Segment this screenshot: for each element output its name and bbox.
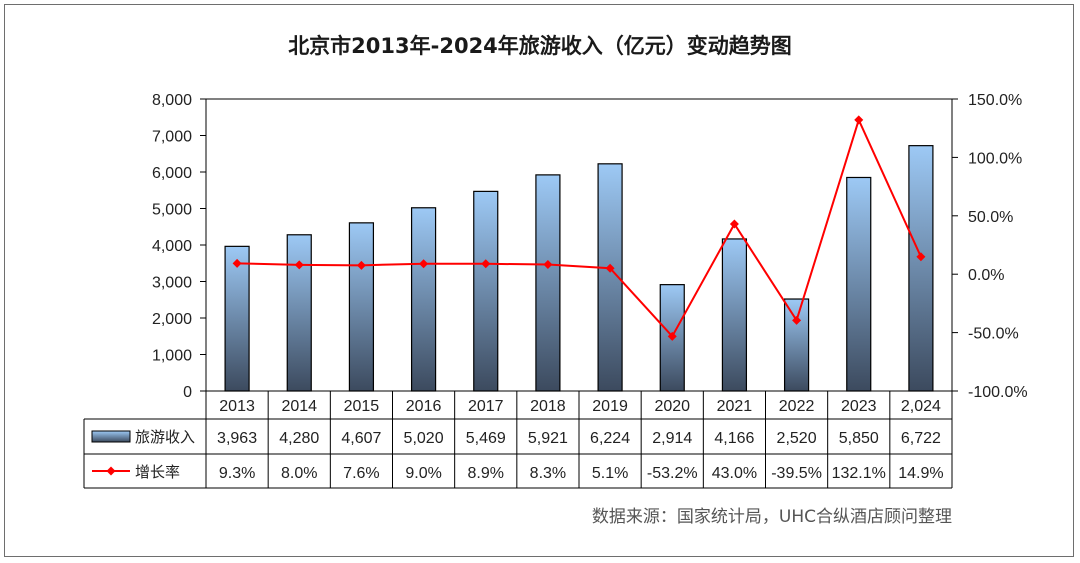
- left-axis-tick-label: 8,000: [152, 92, 192, 109]
- growth-rate-label: -39.5%: [771, 465, 822, 482]
- bar-value-label: 2,520: [777, 430, 817, 447]
- growth-rate-label: 132.1%: [832, 465, 886, 482]
- bar: [535, 174, 561, 392]
- category-label: 2020: [654, 398, 690, 415]
- left-axis-tick-label: 0: [183, 384, 192, 401]
- category-label: 2021: [717, 398, 753, 415]
- right-axis-tick-label: -100.0%: [968, 384, 1028, 401]
- category-label: 2018: [530, 398, 566, 415]
- bar: [473, 190, 499, 392]
- category-label: 2015: [344, 398, 380, 415]
- growth-rate-point: [294, 260, 304, 270]
- growth-rate-label: 8.0%: [281, 465, 317, 482]
- category-label: 2023: [841, 398, 877, 415]
- bar-value-label: 3,963: [217, 430, 257, 447]
- category-label: 2019: [592, 398, 628, 415]
- bar: [721, 238, 748, 392]
- bar-value-label: 5,020: [404, 430, 444, 447]
- bar-value-label: 5,469: [466, 430, 506, 447]
- left-axis-tick-label: 3,000: [152, 275, 192, 292]
- left-axis-tick-label: 1,000: [152, 348, 192, 365]
- growth-rate-label: 9.3%: [219, 465, 255, 482]
- left-axis-tick-label: 4,000: [152, 238, 192, 255]
- growth-rate-point: [419, 259, 429, 269]
- bar: [410, 207, 437, 392]
- bar: [908, 145, 934, 392]
- growth-rate-point: [667, 331, 677, 341]
- category-label: 2013: [219, 398, 255, 415]
- bar-value-label: 4,166: [714, 430, 754, 447]
- bar: [348, 222, 375, 392]
- growth-rate-label: 8.9%: [468, 465, 504, 482]
- bar: [783, 298, 810, 392]
- left-axis-tick-label: 6,000: [152, 165, 192, 182]
- growth-rate-point: [729, 219, 739, 229]
- growth-rate-label: 43.0%: [712, 465, 757, 482]
- bar: [286, 234, 312, 392]
- growth-rate-line: [237, 117, 922, 339]
- bar-value-label: 5,921: [528, 430, 568, 447]
- growth-rate-point: [232, 258, 242, 268]
- growth-rate-label: -53.2%: [647, 465, 698, 482]
- bar-value-label: 4,280: [279, 430, 319, 447]
- source-note: 数据来源：国家统计局，UHC合纵酒店顾问整理: [591, 507, 952, 527]
- growth-rate-label: 5.1%: [592, 465, 628, 482]
- growth-rate-label: 8.3%: [530, 465, 566, 482]
- growth-rate-point: [605, 263, 615, 273]
- bar: [846, 176, 872, 392]
- left-axis-tick-label: 2,000: [152, 311, 192, 328]
- legend-bar-key: [91, 430, 131, 443]
- growth-rate-point: [792, 315, 802, 325]
- bar-value-label: 4,607: [341, 430, 381, 447]
- category-label: 2,024: [901, 398, 941, 415]
- category-label: 2022: [779, 398, 815, 415]
- growth-rate-point: [481, 259, 491, 269]
- left-axis-tick-label: 5,000: [152, 202, 192, 219]
- left-axis-tick-label: 7,000: [152, 129, 192, 146]
- right-axis-tick-label: -50.0%: [968, 326, 1019, 343]
- category-label: 2017: [468, 398, 504, 415]
- legend-line-marker: [106, 466, 116, 476]
- growth-rate-label: 14.9%: [898, 465, 943, 482]
- right-axis-tick-label: 50.0%: [968, 209, 1013, 226]
- plot-border: [205, 98, 953, 392]
- bar-value-label: 6,224: [590, 430, 630, 447]
- right-axis-tick-label: 0.0%: [968, 267, 1004, 284]
- growth-rate-point: [543, 260, 553, 270]
- bar-value-label: 2,914: [652, 430, 692, 447]
- legend-line-label: 增长率: [135, 463, 180, 481]
- legend-bar-label: 旅游收入: [135, 428, 195, 446]
- right-axis-tick-label: 100.0%: [968, 150, 1022, 167]
- category-label: 2016: [406, 398, 442, 415]
- growth-rate-point: [854, 115, 864, 125]
- bar-value-label: 6,722: [901, 430, 941, 447]
- right-axis-tick-label: 150.0%: [968, 92, 1022, 109]
- bar: [224, 245, 250, 392]
- category-label: 2014: [281, 398, 317, 415]
- growth-rate-point: [916, 252, 926, 262]
- growth-rate-label: 7.6%: [343, 465, 379, 482]
- growth-rate-point: [356, 260, 366, 270]
- bar-value-label: 5,850: [839, 430, 879, 447]
- growth-rate-label: 9.0%: [405, 465, 441, 482]
- chart-title: 北京市2013年-2024年旅游收入（亿元）变动趋势图: [288, 34, 792, 58]
